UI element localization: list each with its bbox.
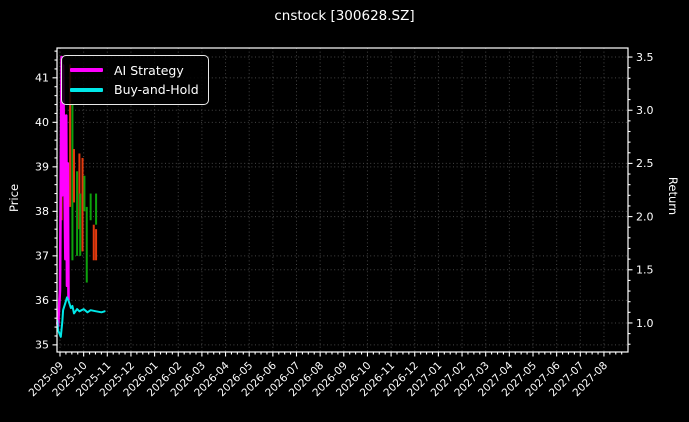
candle-down <box>95 229 98 261</box>
price-tick-label: 35 <box>35 339 49 352</box>
candle-up <box>71 104 74 261</box>
candle-up <box>85 206 88 283</box>
price-axis-label: Price <box>7 183 21 213</box>
candle-down <box>78 153 81 230</box>
buy-and-hold-line-swatch <box>70 88 103 92</box>
return-tick-label: 2.0 <box>636 210 654 223</box>
return-tick-label: 1.5 <box>636 264 654 277</box>
legend-item-buy-and-hold: Buy-and-Hold <box>70 82 200 97</box>
price-tick-label: 41 <box>35 72 49 85</box>
return-axis-label: Return <box>666 176 680 216</box>
candlestick-series <box>60 64 98 283</box>
return-tick-label: 3.5 <box>636 51 654 64</box>
candle-down <box>72 149 75 203</box>
chart-title: cnstock [300628.SZ] <box>274 8 415 24</box>
axis-ticks <box>52 50 633 357</box>
legend-item-ai-strategy: AI Strategy <box>70 63 200 78</box>
candle-down <box>69 64 72 207</box>
candle-down <box>92 224 95 261</box>
legend: AI Strategy Buy-and-Hold <box>61 55 209 105</box>
legend-label: Buy-and-Hold <box>114 82 199 98</box>
ai-strategy-line-swatch <box>70 68 103 72</box>
candle-up <box>95 193 98 225</box>
buy-and-hold-line <box>56 296 106 338</box>
legend-label: AI Strategy <box>114 62 184 78</box>
price-tick-label: 40 <box>35 116 49 129</box>
candle-up <box>89 193 92 221</box>
price-tick-label: 36 <box>35 294 49 307</box>
return-tick-label: 2.5 <box>636 157 654 170</box>
price-tick-label: 39 <box>35 161 49 174</box>
return-tick-label: 3.0 <box>636 104 654 117</box>
plot-border <box>56 47 629 353</box>
return-tick-label: 1.0 <box>636 317 654 330</box>
candle-up <box>76 171 79 256</box>
candle-up <box>79 193 82 256</box>
price-tick-label: 37 <box>35 250 49 263</box>
price-tick-label: 38 <box>35 205 49 218</box>
candle-down <box>81 157 84 252</box>
candle-up <box>83 175 86 212</box>
